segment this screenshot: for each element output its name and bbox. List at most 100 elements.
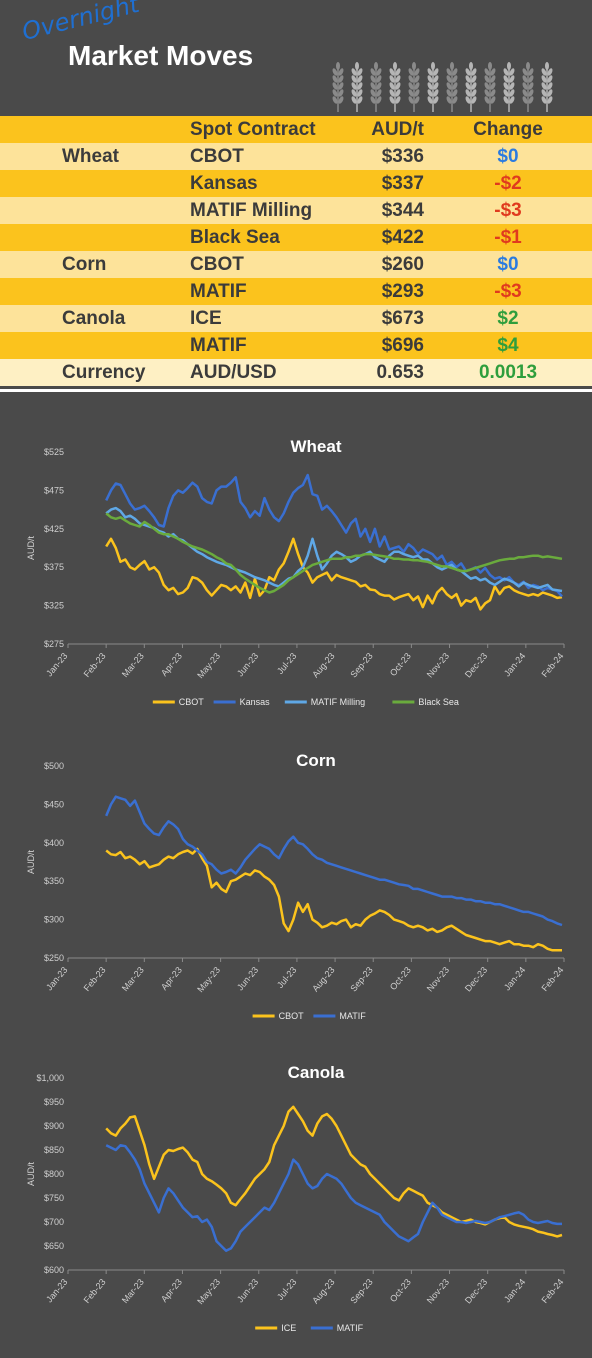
x-tick-label: Aug-23 — [310, 1277, 336, 1306]
table-row: Corn CBOT $260 $0 — [0, 251, 592, 278]
row-group-label: Currency — [62, 361, 146, 383]
row-contract: Kansas — [190, 172, 258, 194]
x-tick-label: Jan-24 — [502, 965, 527, 993]
table-row: MATIF $696 $4 — [0, 332, 592, 359]
row-change: -$3 — [494, 280, 522, 302]
series-line-black-sea — [105, 512, 563, 594]
x-tick-label: Jun-23 — [235, 651, 260, 679]
col-header-group — [0, 116, 190, 143]
wheat-icon — [408, 62, 420, 112]
row-contract: CBOT — [190, 253, 244, 275]
wheat-icon — [503, 62, 515, 112]
wheat-icon — [427, 62, 439, 112]
row-group-label: Corn — [62, 253, 107, 275]
y-tick-label: $1,000 — [36, 1073, 64, 1083]
row-price: $673 — [381, 307, 424, 329]
x-tick-label: Feb-24 — [540, 965, 566, 993]
y-axis-label: AUD/t — [26, 536, 36, 561]
y-tick-label: $275 — [44, 639, 64, 649]
x-tick-label: Oct-23 — [388, 1277, 413, 1304]
row-group-label — [0, 197, 190, 224]
x-tick-label: Apr-23 — [159, 1277, 184, 1304]
wheat-icon — [351, 62, 363, 112]
series-line-ice — [105, 1105, 563, 1238]
x-tick-label: Jan-23 — [44, 651, 69, 679]
x-tick-label: Nov-23 — [425, 965, 451, 994]
x-tick-label: Apr-23 — [159, 651, 184, 678]
y-tick-label: $350 — [44, 876, 64, 886]
x-tick-label: Oct-23 — [388, 651, 413, 678]
row-contract: Black Sea — [190, 226, 280, 248]
table-row: Kansas $337 -$2 — [0, 170, 592, 197]
row-group-label — [0, 170, 190, 197]
x-tick-label: Mar-23 — [120, 1277, 146, 1305]
table-row: Wheat CBOT $336 $0 — [0, 143, 592, 170]
y-tick-label: $750 — [44, 1193, 64, 1203]
x-tick-label: Sep-23 — [348, 965, 374, 994]
legend-label: CBOT — [179, 697, 205, 707]
corn-chart: Corn $250 $300 $350 $400 $450 $500 AUD/t Jan-23 F… — [26, 751, 566, 1021]
x-tick-label: Jun-23 — [235, 1277, 260, 1305]
x-tick-label: Jan-24 — [502, 1277, 527, 1305]
x-tick-label: Nov-23 — [425, 1277, 451, 1306]
row-contract: ICE — [190, 307, 222, 329]
row-price: $293 — [381, 280, 424, 302]
y-tick-label: $600 — [44, 1265, 64, 1275]
row-group-label: Wheat — [62, 145, 119, 167]
chart-title: Corn — [296, 751, 336, 770]
col-header-change: Change — [473, 118, 543, 140]
x-tick-label: Aug-23 — [310, 965, 336, 994]
row-price: $696 — [381, 334, 424, 356]
x-tick-label: Feb-24 — [540, 1277, 566, 1305]
wheat-icon — [332, 62, 344, 112]
series-line-kansas — [105, 473, 563, 598]
wheat-icon — [541, 62, 553, 112]
row-price: $344 — [381, 199, 424, 221]
y-tick-label: $525 — [44, 447, 64, 457]
row-change: $0 — [497, 145, 519, 167]
y-tick-label: $250 — [44, 953, 64, 963]
row-price: $260 — [381, 253, 424, 275]
y-tick-label: $475 — [44, 485, 64, 495]
row-contract: MATIF — [190, 280, 247, 302]
y-axis-label: AUD/t — [26, 850, 36, 875]
legend-label: Black Sea — [418, 697, 459, 707]
y-tick-label: $400 — [44, 838, 64, 848]
table-row: MATIF $293 -$3 — [0, 278, 592, 305]
x-tick-label: Dec-23 — [463, 651, 489, 680]
x-tick-label: Jul-23 — [275, 1277, 298, 1302]
y-tick-label: $450 — [44, 799, 64, 809]
x-tick-label: Sep-23 — [348, 1277, 374, 1306]
row-contract: CBOT — [190, 145, 244, 167]
col-header-contract: Spot Contract — [190, 118, 316, 140]
row-change: $0 — [497, 253, 519, 275]
row-change: -$1 — [494, 226, 522, 248]
col-header-price: AUD/t — [371, 118, 424, 140]
row-price: $336 — [381, 145, 424, 167]
x-tick-label: May-23 — [195, 651, 222, 680]
wheat-icon — [522, 62, 534, 112]
row-price: $422 — [381, 226, 424, 248]
y-tick-label: $850 — [44, 1145, 64, 1155]
y-tick-label: $375 — [44, 562, 64, 572]
legend-label: Kansas — [240, 697, 271, 707]
row-change: -$2 — [494, 172, 522, 194]
series-line-cbot — [105, 847, 562, 952]
series-line-matif — [105, 795, 563, 927]
chart-title: Wheat — [291, 437, 342, 456]
legend-label: MATIF — [339, 1011, 366, 1021]
y-tick-label: $500 — [44, 761, 64, 771]
x-tick-label: Jul-23 — [275, 965, 298, 990]
x-tick-label: Jan-23 — [44, 965, 69, 993]
x-tick-label: Aug-23 — [310, 651, 336, 680]
page-title: Market Moves — [68, 40, 254, 71]
legend-label: ICE — [281, 1323, 296, 1333]
chart-title: Canola — [288, 1063, 345, 1082]
y-tick-label: $700 — [44, 1217, 64, 1227]
x-tick-label: Nov-23 — [425, 651, 451, 680]
table-row: MATIF Milling $344 -$3 — [0, 197, 592, 224]
y-tick-label: $325 — [44, 601, 64, 611]
x-tick-label: Apr-23 — [159, 965, 184, 992]
header-banner: Overnight Market Moves — [0, 0, 592, 116]
y-tick-label: $900 — [44, 1121, 64, 1131]
